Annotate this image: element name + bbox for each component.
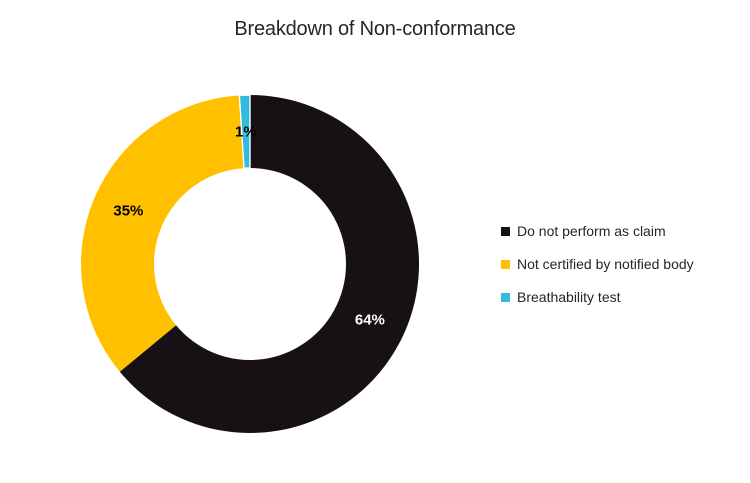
slice-label-0: 64%	[354, 311, 385, 329]
chart-title: Breakdown of Non-conformance	[234, 18, 516, 40]
legend-item-not-certified-by-notified-body: Not certified by notified body	[501, 254, 694, 274]
legend-swatch-gold	[501, 259, 510, 269]
slice-not-certified-by-notified-body	[80, 95, 244, 372]
legend-label: Do not perform as claim	[517, 223, 666, 239]
slice-label-1: 35%	[113, 202, 144, 220]
donut-svg	[80, 94, 420, 433]
legend-item-do-not-perform-as-claim: Do not perform as claim	[501, 221, 694, 241]
slice-label-2: 1%	[234, 123, 257, 141]
legend-label: Not certified by notified body	[517, 256, 694, 272]
legend-label: Breathability test	[517, 289, 621, 305]
chart-legend: Do not perform as claim Not certified by…	[501, 221, 694, 307]
slice-breathability-test	[238, 94, 251, 169]
slice-do-not-perform-as-claim	[119, 95, 420, 433]
legend-swatch-cyan	[501, 292, 510, 302]
legend-swatch-black	[501, 226, 510, 236]
legend-item-breathability-test: Breathability test	[501, 287, 694, 307]
